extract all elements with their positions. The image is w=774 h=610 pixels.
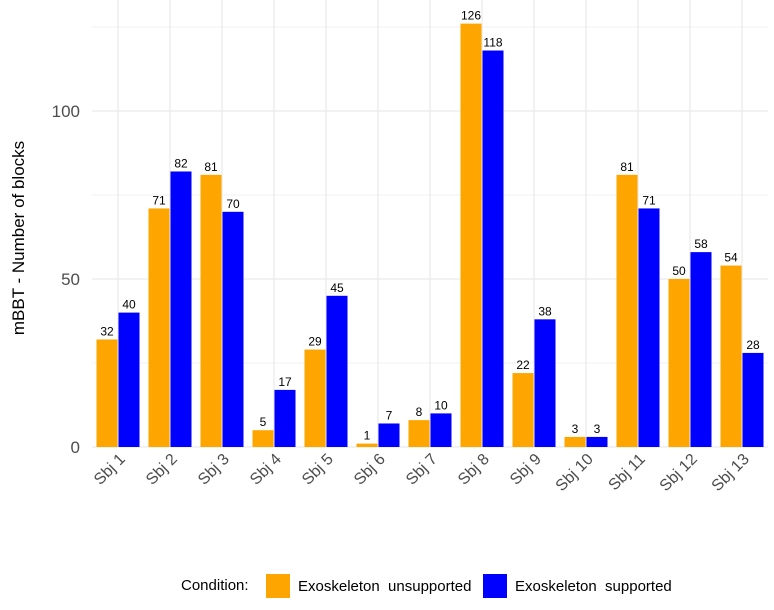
legend-title: Condition:: [181, 577, 249, 594]
data-label: 32: [100, 324, 114, 338]
x-tick-label: Sbj 11: [606, 451, 649, 494]
data-label: 126: [461, 9, 481, 23]
data-label: 81: [620, 160, 634, 174]
bar: [616, 174, 638, 447]
bar: [170, 171, 192, 448]
x-tick-label: Sbj 2: [143, 451, 181, 489]
y-axis: 0 50 100: [52, 102, 80, 457]
bar: [118, 312, 140, 447]
bar: [326, 295, 348, 447]
data-label: 71: [152, 193, 166, 207]
x-tick-label: Sbj 10: [553, 451, 597, 495]
bar: [638, 208, 660, 447]
x-tick-label: Sbj 7: [403, 451, 441, 489]
bar: [534, 319, 556, 447]
bar: [430, 413, 452, 447]
data-label: 81: [204, 160, 218, 174]
y-axis-title: mBBT - Number of blocks: [9, 141, 28, 335]
legend-label: Exoskeleton supported: [515, 578, 672, 595]
data-label: 45: [330, 281, 344, 295]
bar: [378, 423, 400, 447]
data-label: 22: [516, 358, 530, 372]
bar: [564, 436, 586, 447]
bar: [720, 265, 742, 447]
data-label: 7: [386, 408, 393, 422]
bar: [742, 352, 764, 447]
x-tick-label: Sbj 1: [91, 451, 129, 489]
legend-label: Exoskeleton unsupported: [298, 578, 471, 595]
x-tick-label: Sbj 4: [247, 451, 285, 489]
bar: [408, 420, 430, 447]
x-tick-label: Sbj 8: [455, 451, 493, 489]
data-label: 40: [122, 298, 136, 312]
data-label: 1: [364, 429, 371, 443]
bars: [96, 23, 764, 448]
bar: [200, 174, 222, 447]
grid: [92, 0, 768, 448]
bar: [222, 211, 244, 447]
legend-swatch: [483, 574, 507, 598]
data-label: 118: [483, 36, 502, 50]
x-tick-label: Sbj 9: [507, 451, 545, 489]
bar: [512, 373, 534, 447]
bar: [356, 443, 378, 447]
data-label: 54: [724, 251, 738, 265]
data-label: 5: [260, 415, 267, 429]
bar: [482, 50, 504, 448]
bar: [96, 339, 118, 447]
x-tick-label: Sbj 5: [299, 451, 337, 489]
bar: [274, 389, 296, 447]
y-tick-label: 0: [71, 438, 80, 457]
data-label: 58: [694, 237, 708, 251]
x-tick-label: Sbj 12: [657, 451, 701, 495]
data-label: 17: [278, 375, 292, 389]
bar: [690, 252, 712, 447]
x-tick-label: Sbj 3: [195, 451, 233, 489]
y-tick-label: 100: [52, 102, 80, 121]
data-label: 70: [226, 197, 240, 211]
legend: Condition: Exoskeleton unsupported Exoske…: [181, 574, 672, 598]
data-label: 3: [572, 422, 579, 436]
data-label: 28: [746, 338, 760, 352]
x-tick-label: Sbj 13: [709, 451, 753, 495]
data-label: 8: [416, 405, 423, 419]
data-label: 29: [308, 335, 322, 349]
data-label: 71: [642, 193, 656, 207]
x-tick-label: Sbj 6: [351, 451, 389, 489]
y-tick-label: 50: [61, 270, 80, 289]
data-label: 38: [538, 304, 552, 318]
data-label: 3: [594, 422, 601, 436]
x-axis: Sbj 1 Sbj 2 Sbj 3 Sbj 4 Sbj 5 Sbj 6 Sbj 7 Sbj 8…: [91, 451, 753, 495]
data-label: 82: [174, 156, 188, 170]
bar: [252, 430, 274, 447]
bar: [148, 208, 170, 447]
data-label: 10: [434, 398, 448, 412]
bar: [460, 23, 482, 447]
bar: [668, 279, 690, 447]
bar: [586, 436, 608, 447]
bar: [304, 349, 326, 447]
data-label: 50: [672, 264, 686, 278]
legend-swatch: [266, 574, 290, 598]
